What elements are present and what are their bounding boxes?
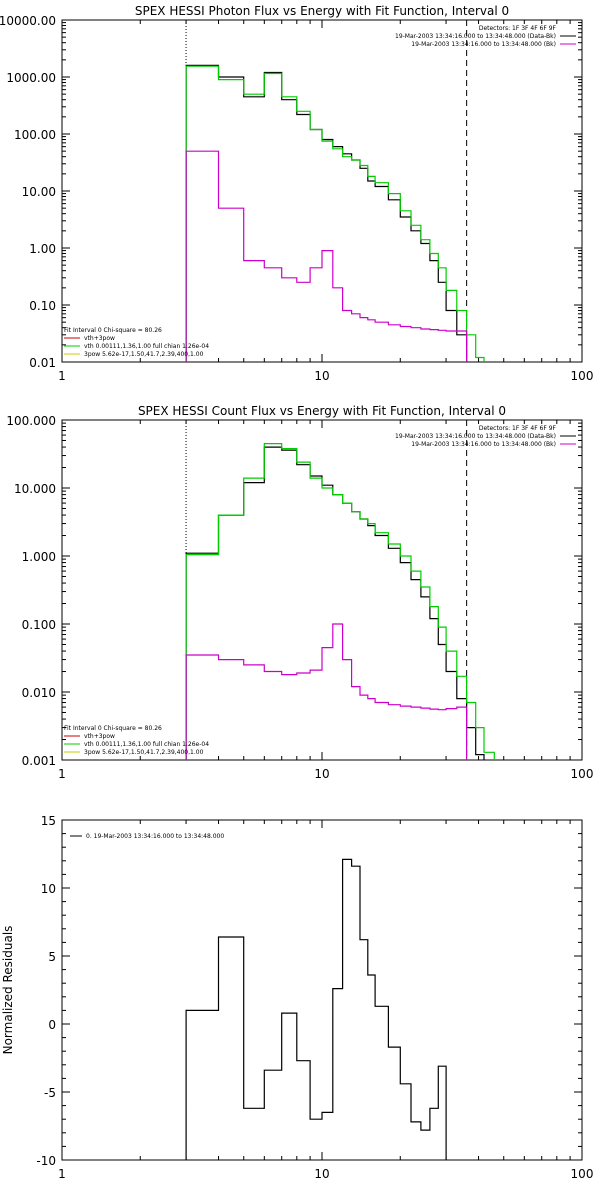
legend-top-text: 0. 19-Mar-2003 13:34:16.000 to 13:34:48.… [86,833,224,840]
series-line-3 [185,150,468,362]
x-tick-label: 1 [58,1167,66,1181]
y-tick-label: 0.001 [22,754,56,768]
x-tick-label: 10 [314,369,329,383]
y-tick-label: 100.00 [14,128,56,142]
legend-bottom-text: vth 0.00111,1.36,1.00 full chian 1.26e-0… [84,343,209,350]
legend-bottom-text: 3pow 5.62e-17,1.50,41.7,2.39,400,1.00 [84,351,204,358]
y-tick-label: 0.10 [29,299,56,313]
y-tick-label: 0.100 [22,618,56,632]
x-tick-label: 10 [314,767,329,781]
legend-bottom-text: vth 0.00111,1.36,1.00 full chian 1.26e-0… [84,741,209,748]
chart-panel-2: SPEX HESSI Count Flux vs Energy with Fit… [6,404,593,781]
y-tick-label: 0 [48,1018,56,1032]
legend-bottom-text: vth+3pow [84,733,115,740]
series-line-3 [185,623,468,760]
x-tick-label: 100 [571,767,594,781]
series-line-2 [185,443,495,760]
y-tick-label: 10.000 [14,482,56,496]
plot-frame [61,419,583,761]
y-tick-label: 0.01 [29,356,56,370]
chart-panel-1: SPEX HESSI Photon Flux vs Energy with Fi… [0,4,593,383]
series-line-1 [185,64,468,362]
x-tick-label: 1 [58,767,66,781]
legend-top-text: 19-Mar-2003 13:34:16.000 to 13:34:48.000… [411,441,556,448]
x-tick-label: 100 [571,369,594,383]
chart-panel-3: Normalized Residuals 1 10 100 -10 -5 0 5 10 15 0. … [1,814,593,1181]
y-tick-label: -10 [36,1154,56,1168]
plot-frame [61,819,583,1161]
y-axis-label: Normalized Residuals [1,926,15,1055]
legend-top-text: 19-Mar-2003 13:34:16.000 to 13:34:48.000… [395,433,556,440]
x-tick-label: 100 [571,1167,594,1181]
chart-title: SPEX HESSI Count Flux vs Energy with Fit… [138,404,506,418]
x-tick-label: 10 [314,1167,329,1181]
y-tick-label: 1.00 [29,242,56,256]
x-tick-label: 1 [58,369,66,383]
series-line-1 [185,858,447,1160]
plot-frame [61,19,583,363]
legend-top-text: 19-Mar-2003 13:34:16.000 to 13:34:48.000… [395,33,556,40]
legend-bottom-text: Fit Interval 0 Chi-square = 80.26 [64,327,162,334]
y-tick-label: 10000.00 [0,14,56,28]
chart-title: SPEX HESSI Photon Flux vs Energy with Fi… [135,4,509,18]
series-line-2 [185,65,485,362]
y-tick-label: 15 [41,814,56,828]
y-tick-label: 1.000 [22,550,56,564]
legend-bottom-text: 3pow 5.62e-17,1.50,41.7,2.39,400,1.00 [84,749,204,756]
y-tick-label: 5 [48,950,56,964]
y-tick-label: 0.010 [22,686,56,700]
legend-top-text: 19-Mar-2003 13:34:16.000 to 13:34:48.000… [411,41,556,48]
legend-top-text: Detectors: 1F 3F 4F 6F 9F [479,25,557,32]
y-tick-label: -5 [44,1086,56,1100]
legend-bottom-text: Fit Interval 0 Chi-square = 80.26 [64,725,162,732]
legend-bottom-text: vth+3pow [84,335,115,342]
y-tick-label: 1000.00 [6,71,56,85]
y-tick-label: 10 [41,882,56,896]
legend-top-text: Detectors: 1F 3F 4F 6F 9F [479,425,557,432]
y-tick-label: 100.000 [6,414,56,428]
y-tick-label: 10.00 [22,185,56,199]
